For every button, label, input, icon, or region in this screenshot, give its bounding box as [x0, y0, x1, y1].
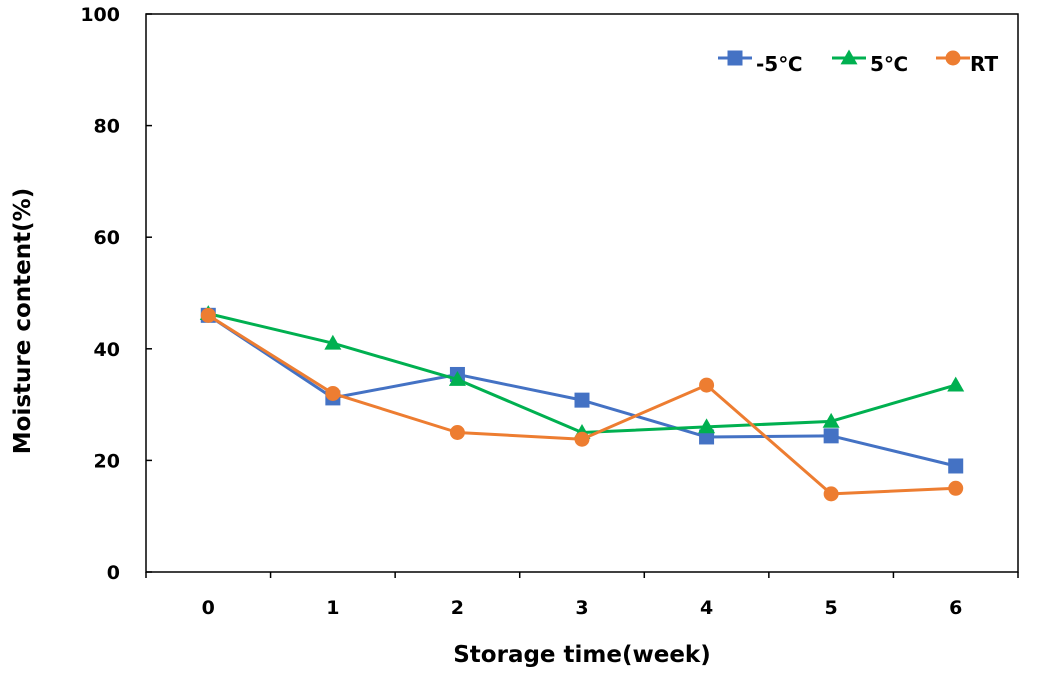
ticks: 0 20 40 60 80 100 0 1 2 3 4 5 6: [80, 4, 1019, 619]
x-tick-label: 0: [202, 597, 215, 619]
axes: [145, 13, 1019, 573]
x-axis-title: Storage time(week): [453, 642, 711, 668]
legend-marker: [727, 50, 743, 66]
plot-frame: [145, 13, 1019, 573]
data-point: [324, 334, 342, 350]
legend-item: 5℃: [832, 49, 908, 76]
y-tick-label: 0: [107, 562, 120, 584]
data-point: [200, 307, 216, 323]
data-point: [698, 418, 716, 434]
legend-item: RT: [936, 50, 999, 76]
legend-label: -5℃: [756, 52, 802, 76]
x-tick-label: 4: [700, 597, 713, 619]
y-tick-label: 40: [94, 339, 120, 361]
data-point: [948, 480, 964, 496]
data-point: [574, 392, 590, 408]
data-point: [823, 486, 839, 502]
series-3: [200, 307, 964, 502]
data-point: [823, 428, 839, 444]
series-line: [207, 312, 957, 434]
data-point: [947, 376, 965, 392]
x-tick-label: 1: [326, 597, 339, 619]
y-tick-label: 20: [94, 450, 120, 472]
legend: -5℃ 5℃ RT: [718, 49, 999, 76]
x-tick-label: 5: [825, 597, 838, 619]
x-tick-label: 2: [451, 597, 464, 619]
data-point: [699, 377, 715, 393]
legend-marker: [945, 50, 961, 66]
y-tick-label: 80: [94, 116, 120, 138]
data-point: [948, 458, 964, 474]
legend-item: -5℃: [718, 50, 802, 76]
x-tick-label: 3: [575, 597, 588, 619]
legend-label: RT: [970, 52, 999, 76]
legend-marker: [840, 49, 858, 65]
legend-label: 5℃: [870, 52, 908, 76]
data-point: [822, 412, 840, 428]
y-axis-title: Moisture content(%): [10, 188, 36, 454]
data-point: [325, 385, 341, 401]
data-point: [574, 431, 590, 447]
series-1: [200, 307, 964, 474]
series-layer: [199, 305, 965, 502]
data-point: [448, 370, 466, 386]
y-tick-label: 100: [80, 4, 120, 26]
series-2: [199, 305, 965, 439]
x-tick-label: 6: [949, 597, 962, 619]
data-point: [449, 425, 465, 440]
y-tick-label: 60: [94, 227, 120, 249]
